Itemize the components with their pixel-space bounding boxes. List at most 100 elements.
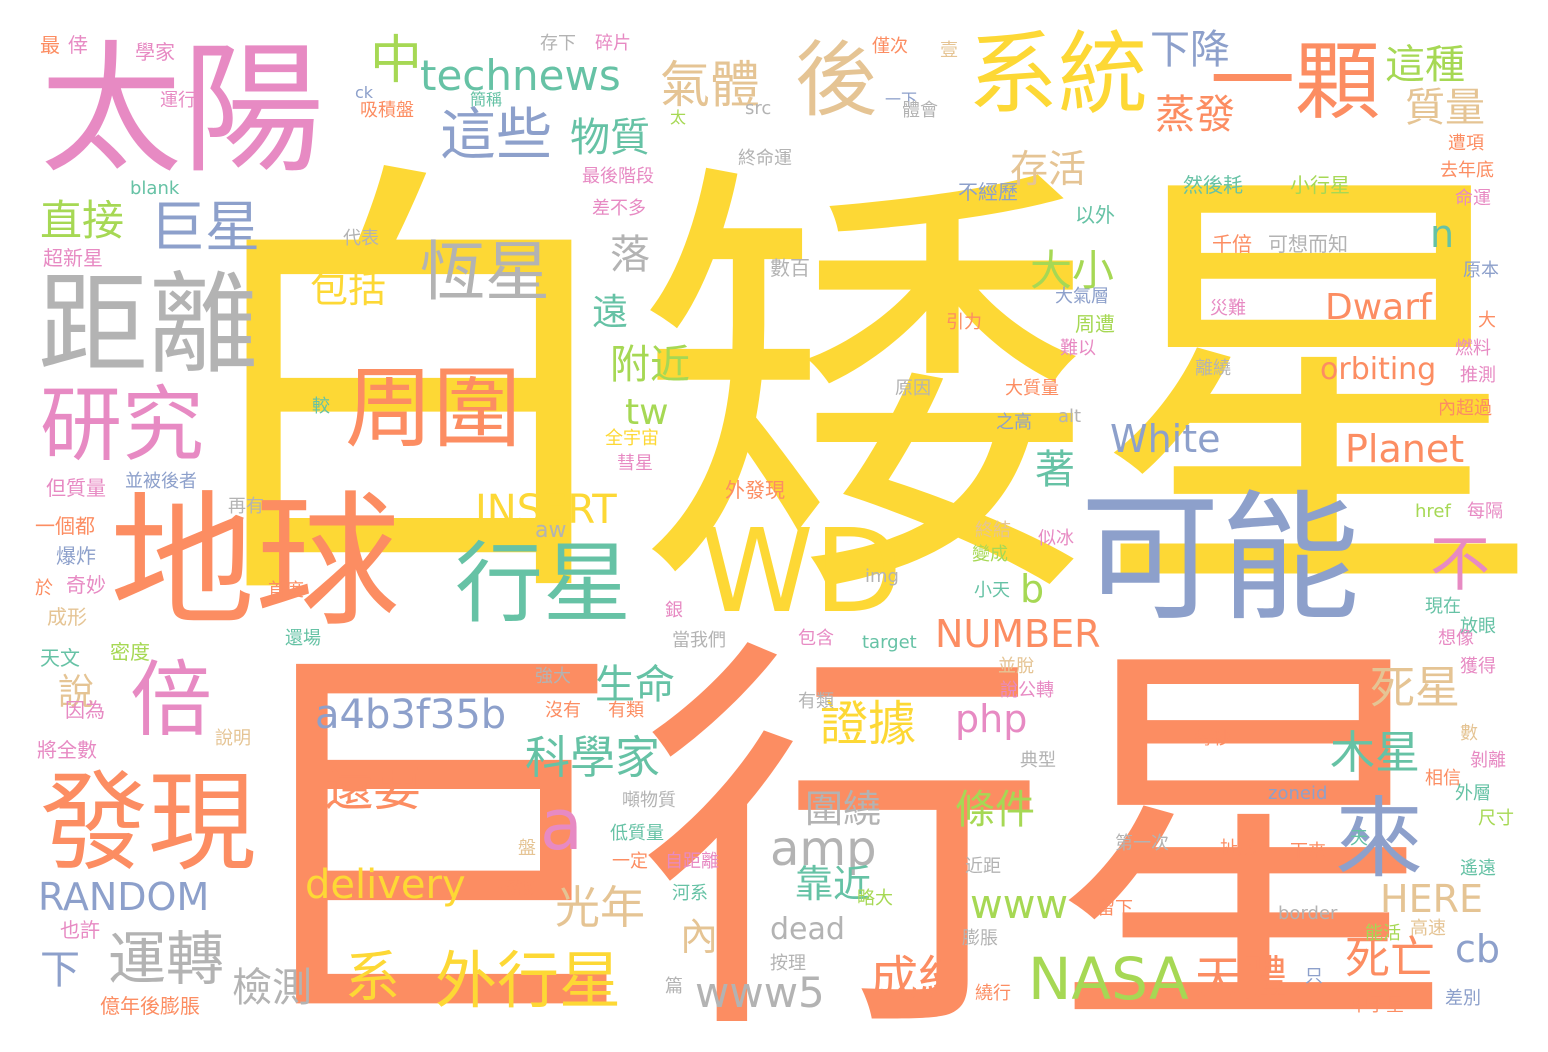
cloud-word: 不 [1430,535,1490,595]
cloud-word: 終結 [975,522,1011,540]
cloud-word: RANDOM [38,878,209,916]
cloud-word: b [1020,570,1044,608]
cloud-word: 成形 [47,607,87,627]
cloud-word: 壹 [940,42,958,60]
cloud-word: 運轉 [108,930,224,988]
cloud-word: 災難 [1210,300,1246,318]
cloud-word: 體會 [902,102,938,120]
cloud-word: 條件 [955,790,1035,830]
cloud-word: href [1415,503,1451,521]
cloud-word: aw [535,520,566,542]
cloud-word: 有類 [608,702,644,720]
cloud-word: 最 [40,35,60,55]
cloud-word: 小天 [974,582,1010,600]
cloud-word: 著 [1035,450,1075,490]
cloud-word: 運行 [160,92,196,110]
cloud-word: 系統 [968,30,1148,120]
cloud-word: 然後耗 [1183,175,1243,195]
cloud-word: 學家 [135,42,175,62]
cloud-word: 噸物質 [622,792,676,810]
cloud-word: 下 [40,950,80,990]
cloud-word: 剝離 [1470,752,1506,770]
cloud-word: 首度 [268,582,304,600]
cloud-word: 高速 [1410,920,1446,938]
cloud-word: 以外 [1075,205,1115,225]
cloud-word: 似冰 [1038,530,1074,548]
cloud-word: 最後階段 [582,168,654,186]
cloud-word: 大 [1478,312,1496,330]
cloud-word: 盤 [518,840,536,858]
cloud-word: 於 [35,580,53,598]
cloud-word: 科學家 [525,735,660,780]
cloud-word: 直接 [40,200,124,242]
cloud-word: technews [420,55,621,97]
cloud-word: 因為 [65,700,105,720]
cloud-word: tw [625,395,669,431]
cloud-word: 差不多 [592,200,646,218]
cloud-word: 也許 [60,920,100,940]
cloud-word: blank [130,180,179,198]
cloud-word: 遭項 [1448,135,1484,153]
cloud-word: 巨星 [150,200,260,255]
cloud-word: 超新星 [43,248,103,268]
cloud-word: 周圍 [345,365,521,453]
cloud-word: 外層 [1455,785,1491,803]
cloud-word: Planet [1345,430,1464,468]
cloud-word: 全宇宙 [605,430,659,448]
cloud-word: 生命 [595,665,675,705]
cloud-word: 後 [795,40,877,122]
cloud-word: 並被後者 [125,473,197,491]
cloud-word: 落 [610,235,650,275]
cloud-word: 木星 [1330,730,1420,775]
cloud-word: 再有 [228,498,264,516]
cloud-word: 原本 [1463,262,1499,280]
cloud-word: 每秒 [1195,730,1231,748]
cloud-word: 但質量 [46,478,106,498]
cloud-word: 低質量 [610,825,664,843]
cloud-word: 中子星 [1350,997,1404,1015]
cloud-word: 將全數 [37,740,97,760]
cloud-word: 內 [680,918,718,956]
cloud-word: 近距 [965,858,1001,876]
cloud-word: 只 [1305,968,1323,986]
cloud-word: 說公轉 [1000,682,1054,700]
cloud-word: delivery [305,865,466,905]
cloud-word: a4b3f35b [315,695,506,735]
cloud-word: 強大 [535,668,571,686]
cloud-word: 遠 [592,295,628,331]
cloud-word: 能活 [1365,925,1401,943]
cloud-word: White [1110,420,1221,458]
cloud-word: 發現 [40,770,256,878]
cloud-word: 略大 [857,890,893,908]
cloud-word: 遙遠 [1460,860,1496,878]
cloud-word: 附近 [610,345,690,385]
cloud-word: 終命運 [738,150,792,168]
cloud-word: 每隔 [1467,503,1503,521]
cloud-word: 下降 [1150,30,1230,70]
cloud-word: zoneid [1268,785,1327,803]
cloud-word: 億年後膨脹 [100,996,200,1016]
cloud-word: 密度 [110,642,150,662]
cloud-word: 爆炸 [56,546,96,566]
cloud-word: 有類 [798,693,834,711]
cloud-word: 引力 [946,314,982,332]
cloud-word: 倖 [68,35,88,55]
cloud-word: 恆星 [420,240,550,305]
cloud-word: 檢測 [232,968,312,1008]
cloud-word: 變成 [972,546,1008,564]
cloud-word: 可想而知 [1268,234,1348,254]
cloud-word: 物質 [570,118,650,158]
cloud-word: Dwarf [1325,290,1432,326]
cloud-word: 太 [670,110,686,126]
cloud-word: 原因 [895,380,931,398]
cloud-word: 死星 [1370,665,1460,710]
cloud-word: src [745,100,771,118]
cloud-word: 下來 [1290,843,1326,861]
cloud-word: 太陽 [40,40,324,182]
cloud-word: 較 [312,398,330,416]
cloud-word: 吸積盤 [360,102,414,120]
cloud-word: 內超過 [1438,400,1492,418]
cloud-word: 推測 [1460,367,1496,385]
cloud-word: www [970,885,1068,925]
